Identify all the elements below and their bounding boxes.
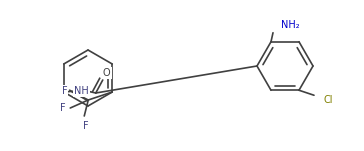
Text: O: O bbox=[103, 68, 111, 78]
Text: F: F bbox=[62, 86, 67, 96]
Text: F: F bbox=[83, 121, 89, 131]
Text: NH: NH bbox=[74, 86, 89, 96]
Text: F: F bbox=[60, 103, 65, 113]
Text: Cl: Cl bbox=[324, 95, 333, 105]
Text: NH₂: NH₂ bbox=[281, 20, 300, 30]
